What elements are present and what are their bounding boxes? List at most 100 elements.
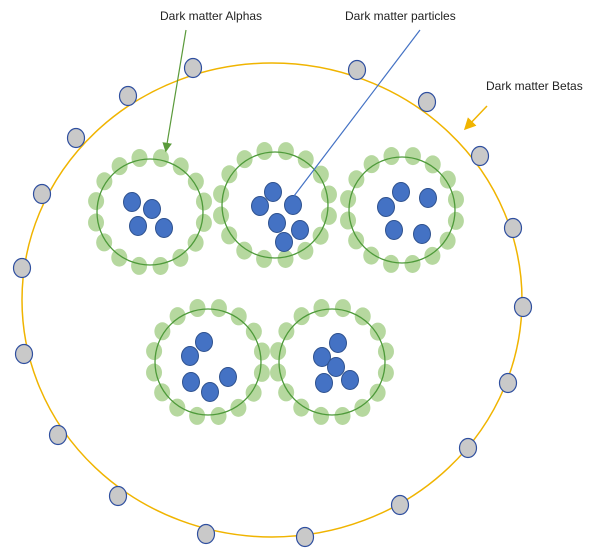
- alpha-blob: [370, 384, 386, 402]
- particle: [124, 193, 141, 212]
- beta: [198, 525, 215, 544]
- particle: [414, 225, 431, 244]
- alpha-blob: [96, 233, 112, 251]
- alpha-blob: [189, 299, 205, 317]
- diagram: Dark matter Alphas Dark matter particles…: [0, 0, 611, 553]
- alpha-blob: [348, 231, 364, 249]
- alpha-blob: [278, 322, 294, 340]
- alpha-blob: [153, 149, 169, 167]
- alpha-blob: [221, 226, 237, 244]
- particle: [386, 221, 403, 240]
- alpha-blob: [270, 364, 286, 382]
- beta: [185, 59, 202, 78]
- particle: [183, 373, 200, 392]
- beta: [34, 185, 51, 204]
- alphas-arrow: [166, 30, 186, 150]
- alpha-ring: [349, 157, 455, 263]
- beta: [50, 426, 67, 445]
- beta: [472, 147, 489, 166]
- betas-arrow: [466, 106, 487, 128]
- alpha-blob: [321, 207, 337, 225]
- alpha-blob: [246, 323, 262, 341]
- beta: [14, 259, 31, 278]
- alphas-label: Dark matter Alphas: [160, 9, 262, 23]
- beta: [392, 496, 409, 515]
- beta: [16, 345, 33, 364]
- beta: [68, 129, 85, 148]
- alpha-blob: [256, 142, 272, 160]
- alpha-blob: [196, 214, 212, 232]
- alpha-blob: [154, 322, 170, 340]
- particle: [182, 347, 199, 366]
- alpha-blob: [154, 383, 170, 401]
- page: Dark matter Alphas Dark matter particles…: [0, 0, 611, 553]
- alpha-blob: [211, 407, 227, 425]
- alpha-blob: [88, 214, 104, 232]
- particle: [292, 221, 309, 240]
- alpha-blob: [131, 257, 147, 275]
- alpha-blob: [348, 170, 364, 188]
- particle: [378, 198, 395, 217]
- particle: [420, 189, 437, 208]
- alpha-blob: [189, 407, 205, 425]
- betas-label: Dark matter Betas: [486, 79, 583, 93]
- alpha-blob: [340, 212, 356, 230]
- particle: [130, 217, 147, 236]
- beta: [120, 87, 137, 106]
- alpha-blob: [270, 342, 286, 360]
- particle: [156, 219, 173, 238]
- alpha-blob: [88, 192, 104, 210]
- beta: [110, 487, 127, 506]
- alpha-blob: [405, 147, 421, 165]
- alpha-blob: [213, 185, 229, 203]
- particle: [220, 368, 237, 387]
- alpha-blob: [383, 147, 399, 165]
- alpha-blob: [256, 250, 272, 268]
- alpha-blob: [448, 190, 464, 208]
- alpha-blob: [211, 299, 227, 317]
- alpha-blob: [313, 299, 329, 317]
- alpha-blob: [440, 171, 456, 189]
- alpha-blob: [340, 190, 356, 208]
- particle: [202, 383, 219, 402]
- particle: [196, 333, 213, 352]
- particle: [265, 183, 282, 202]
- particle: [269, 214, 286, 233]
- alpha-ring: [222, 152, 328, 258]
- beta: [505, 219, 522, 238]
- alpha-blob: [383, 255, 399, 273]
- alpha-blob: [246, 384, 262, 402]
- alpha-blob: [254, 364, 270, 382]
- betas-boundary: [22, 63, 522, 537]
- particles-layer: [14, 59, 532, 547]
- alpha-blob: [313, 407, 329, 425]
- alpha-blob: [321, 185, 337, 203]
- alpha-blob: [335, 299, 351, 317]
- alpha-blob: [213, 207, 229, 225]
- particle: [276, 233, 293, 252]
- alpha-blob: [131, 149, 147, 167]
- particle: [342, 371, 359, 390]
- alpha-blob: [278, 142, 294, 160]
- alpha-blob: [254, 342, 270, 360]
- particle: [144, 200, 161, 219]
- alpha-blob: [313, 227, 329, 245]
- particle: [316, 374, 333, 393]
- beta: [460, 439, 477, 458]
- alpha-blob: [370, 323, 386, 341]
- alpha-blob: [188, 234, 204, 252]
- particle: [330, 334, 347, 353]
- alpha-blob: [278, 250, 294, 268]
- beta: [419, 93, 436, 112]
- alpha-blob: [153, 257, 169, 275]
- beta: [500, 374, 517, 393]
- beta: [297, 528, 314, 547]
- alpha-blob: [221, 165, 237, 183]
- alpha-blob: [196, 192, 212, 210]
- particle: [328, 358, 345, 377]
- particle: [285, 196, 302, 215]
- alpha-blob: [405, 255, 421, 273]
- beta: [349, 61, 366, 80]
- alpha-blob: [448, 212, 464, 230]
- alpha-blob: [440, 232, 456, 250]
